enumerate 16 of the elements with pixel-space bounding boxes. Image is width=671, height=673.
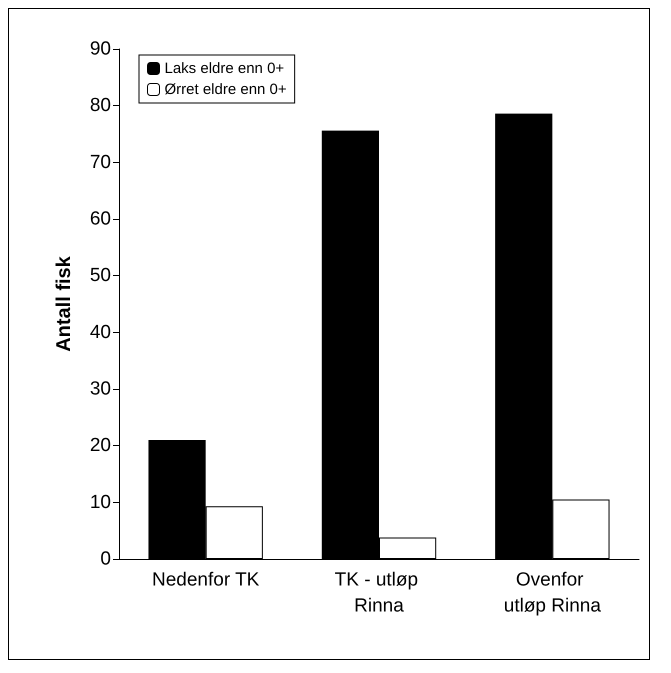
y-tick-label: 0	[100, 548, 111, 570]
y-tick-label: 20	[90, 435, 111, 456]
y-tick-label: 10	[90, 492, 111, 513]
y-tick-label: 80	[90, 95, 111, 116]
y-tick-label: 40	[90, 322, 111, 343]
y-tick-label: 70	[90, 152, 111, 173]
x-tick-label: TK - utløp Rinna	[334, 570, 424, 616]
y-tick-label: 90	[90, 38, 111, 60]
y-tick-label: 50	[90, 265, 111, 286]
y-tick-label: 30	[90, 378, 111, 400]
y-tick-label: 60	[90, 208, 111, 230]
x-tick-label: Ovenfor utløp Rinna	[504, 570, 602, 616]
y-axis-title: Antall fisk	[53, 255, 75, 352]
legend-label: Laks eldre enn 0+	[164, 60, 284, 77]
legend-label: Ørret eldre enn 0+	[164, 81, 287, 98]
x-tick-label: Nedenfor TK	[152, 570, 260, 590]
